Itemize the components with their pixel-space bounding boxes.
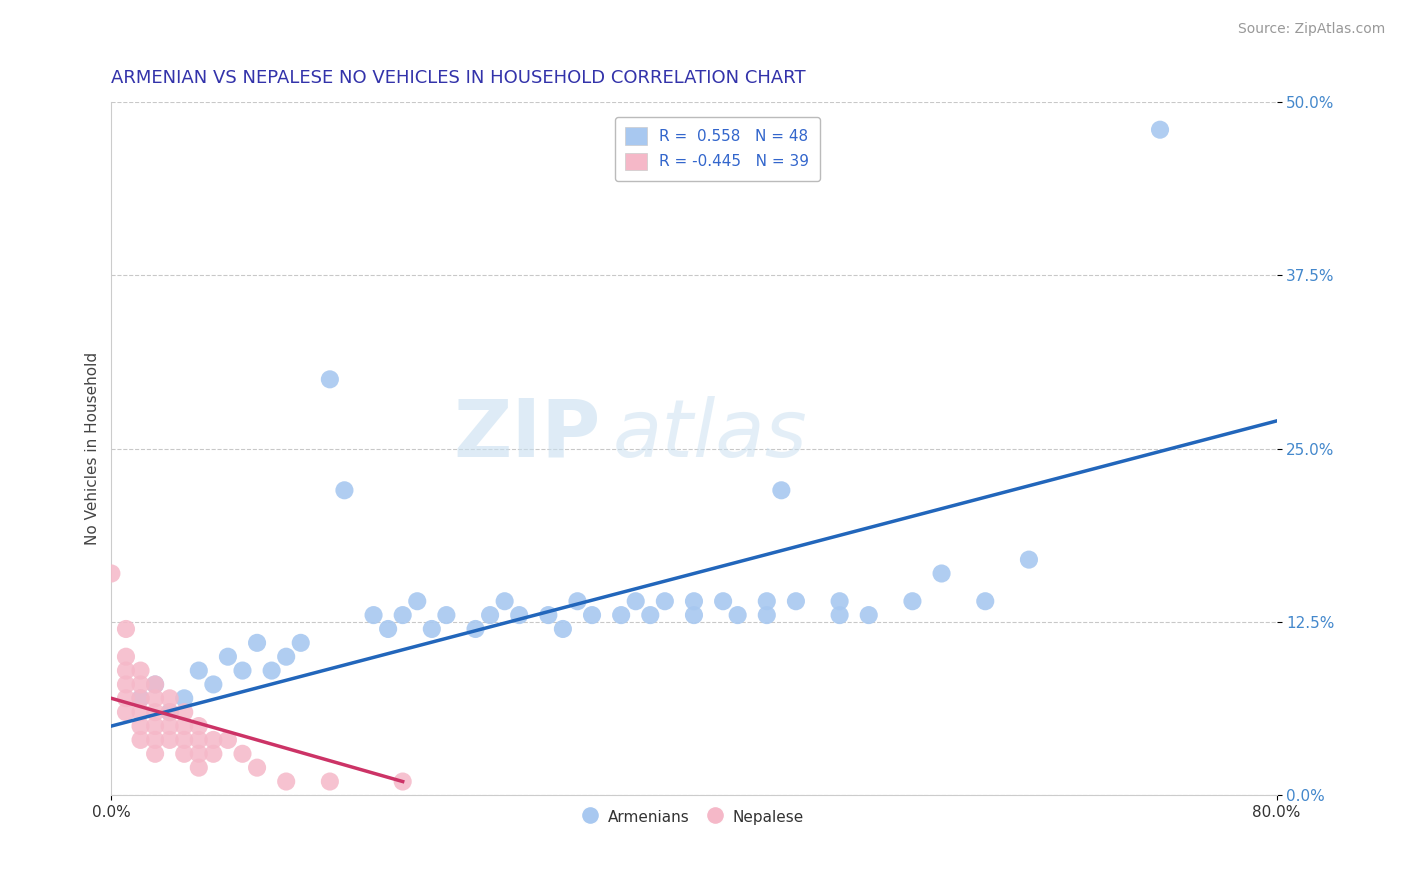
Point (187, 761, 209, 775)
Point (115, 677, 138, 691)
Point (931, 566, 953, 581)
Point (567, 594, 589, 608)
Point (755, 608, 778, 623)
Text: ARMENIAN VS NEPALESE NO VEHICLES IN HOUSEHOLD CORRELATION CHART: ARMENIAN VS NEPALESE NO VEHICLES IN HOUS… (111, 69, 806, 87)
Point (377, 622, 399, 636)
Point (276, 649, 298, 664)
Point (159, 719, 181, 733)
Point (202, 677, 225, 691)
Point (159, 705, 181, 719)
Point (143, 747, 166, 761)
Point (727, 608, 749, 623)
Point (115, 705, 138, 719)
Point (464, 622, 486, 636)
Point (115, 649, 138, 664)
Point (551, 622, 574, 636)
Point (508, 608, 530, 623)
Point (683, 594, 706, 608)
Point (319, 372, 342, 386)
Point (391, 608, 413, 623)
Point (143, 705, 166, 719)
Point (143, 733, 166, 747)
Point (333, 483, 356, 498)
Point (217, 649, 239, 664)
Point (217, 733, 239, 747)
Point (624, 594, 647, 608)
Text: atlas: atlas (613, 396, 807, 474)
Point (683, 608, 706, 623)
Point (143, 677, 166, 691)
Point (828, 608, 851, 623)
Point (231, 747, 253, 761)
Point (143, 719, 166, 733)
Point (391, 774, 413, 789)
Point (129, 691, 152, 706)
Point (159, 705, 181, 719)
Point (640, 608, 662, 623)
Point (143, 677, 166, 691)
Point (858, 608, 880, 623)
Point (187, 719, 209, 733)
Point (173, 705, 195, 719)
Point (479, 608, 502, 623)
Text: Source: ZipAtlas.com: Source: ZipAtlas.com (1237, 22, 1385, 37)
Point (187, 664, 209, 678)
Point (231, 664, 253, 678)
Point (173, 719, 195, 733)
Point (319, 774, 342, 789)
Point (129, 733, 152, 747)
Point (173, 733, 195, 747)
Point (115, 664, 138, 678)
Point (1018, 552, 1040, 566)
Point (159, 691, 181, 706)
Point (434, 608, 457, 623)
Point (711, 594, 734, 608)
Point (187, 733, 209, 747)
Point (290, 636, 312, 650)
Point (187, 747, 209, 761)
Point (406, 594, 429, 608)
Point (129, 719, 152, 733)
Point (129, 677, 152, 691)
Point (100, 566, 122, 581)
Y-axis label: No Vehicles in Household: No Vehicles in Household (86, 352, 100, 545)
Point (129, 691, 152, 706)
Point (770, 483, 793, 498)
Point (537, 608, 560, 623)
Point (581, 608, 603, 623)
Point (610, 608, 633, 623)
Point (785, 594, 807, 608)
Point (246, 636, 269, 650)
Point (828, 594, 851, 608)
Point (420, 622, 443, 636)
Point (115, 691, 138, 706)
Point (143, 691, 166, 706)
Point (363, 608, 385, 623)
Point (755, 594, 778, 608)
Point (654, 594, 676, 608)
Text: ZIP: ZIP (454, 396, 600, 474)
Point (159, 733, 181, 747)
Point (246, 761, 269, 775)
Point (173, 691, 195, 706)
Point (115, 622, 138, 636)
Point (129, 664, 152, 678)
Point (494, 594, 516, 608)
Point (129, 705, 152, 719)
Point (202, 733, 225, 747)
Legend: Armenians, Nepalese: Armenians, Nepalese (578, 802, 810, 833)
Point (1149, 122, 1171, 136)
Point (173, 747, 195, 761)
Point (276, 774, 298, 789)
Point (901, 594, 924, 608)
Point (974, 594, 997, 608)
Point (260, 664, 283, 678)
Point (202, 747, 225, 761)
